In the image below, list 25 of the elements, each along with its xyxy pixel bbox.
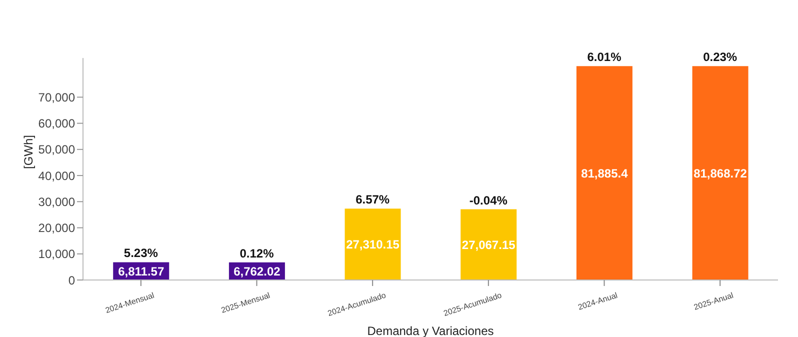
data-label: 27,067.15 — [462, 238, 516, 252]
y-tick-label: 70,000 — [38, 90, 76, 104]
y-axis-title: [GWh] — [21, 134, 36, 169]
y-tick-label: 50,000 — [38, 142, 76, 157]
data-label: 81,885.4 — [581, 166, 628, 180]
annotation: 5.23% — [124, 246, 158, 260]
y-tick-label: 0 — [68, 273, 76, 288]
bar — [460, 209, 517, 280]
y-tick-label: 60,000 — [38, 116, 76, 131]
annotation: 6.57% — [356, 192, 390, 207]
data-label: 81,868.72 — [694, 166, 748, 180]
y-tick-label: 20,000 — [38, 221, 76, 236]
y-tick-label: 10,000 — [38, 247, 76, 262]
y-tick-label: 30,000 — [38, 194, 76, 209]
bar — [344, 208, 401, 280]
y-tick-label: 40,000 — [38, 168, 76, 183]
annotation: -0.04% — [469, 193, 508, 208]
bar — [576, 66, 632, 280]
annotation: 6.01% — [587, 50, 622, 64]
data-label: 6,762.02 — [234, 264, 281, 278]
data-label: 27,310.15 — [346, 238, 400, 252]
bar — [692, 66, 748, 280]
annotation: 0.23% — [703, 50, 738, 64]
data-label: 6,811.57 — [118, 264, 164, 278]
annotation: 0.12% — [240, 246, 274, 260]
